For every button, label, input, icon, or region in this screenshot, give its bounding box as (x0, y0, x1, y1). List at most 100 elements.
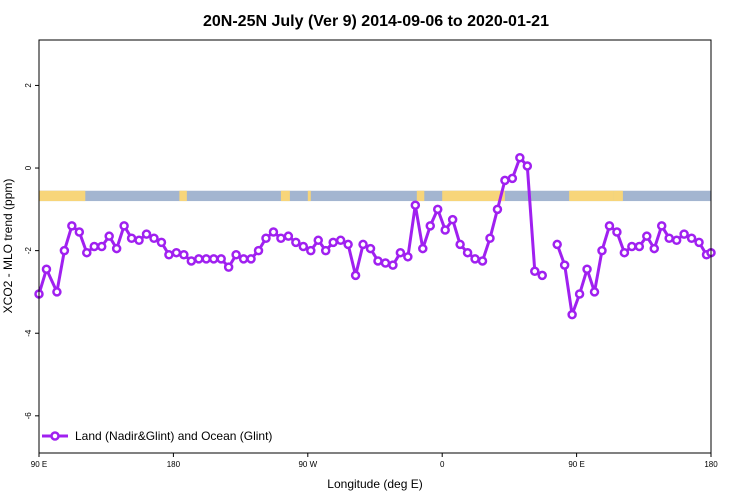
land-band (179, 190, 187, 202)
data-point (298, 241, 309, 252)
data-point (350, 270, 361, 281)
x-tick-label: 90 E (568, 460, 584, 469)
legend-label: Land (Nadir&Glint) and Ocean (Glint) (75, 429, 272, 443)
data-point (530, 266, 540, 277)
data-point (515, 152, 525, 163)
data-point (223, 262, 234, 272)
data-point (41, 264, 52, 274)
data-point (335, 235, 346, 246)
data-point (104, 231, 114, 241)
data-point (313, 235, 324, 246)
data-point (291, 237, 301, 248)
data-point (574, 289, 585, 299)
land-band (307, 190, 311, 202)
data-point (462, 247, 473, 258)
data-point (111, 243, 122, 254)
data-point (686, 233, 697, 243)
data-point (156, 237, 167, 248)
data-point (649, 243, 660, 254)
data-point (567, 309, 577, 320)
data-point (447, 214, 458, 225)
data-point (246, 254, 256, 264)
data-point (149, 233, 159, 243)
land-ocean-strip (39, 190, 711, 202)
y-tick-label: -4 (24, 329, 33, 337)
land-band (280, 190, 290, 202)
data-point (477, 256, 488, 266)
data-point (410, 200, 421, 210)
data-point (186, 256, 197, 266)
data-point (627, 241, 637, 252)
data-point (597, 245, 607, 256)
y-tick-label: 2 (24, 83, 33, 88)
data-point (194, 254, 204, 264)
data-point (365, 243, 376, 254)
data-point (552, 239, 562, 250)
data-point (432, 204, 443, 215)
data-point (537, 270, 548, 281)
data-point (171, 247, 182, 258)
data-point (96, 241, 107, 252)
data-point (343, 239, 353, 250)
data-point (664, 233, 674, 243)
land-band (39, 190, 86, 202)
x-tick-label: 0 (440, 460, 445, 469)
land-band (613, 190, 623, 202)
data-point (470, 254, 480, 264)
data-point (141, 229, 152, 239)
y-tick-label: -2 (24, 247, 33, 255)
data-point (119, 221, 129, 231)
data-point (201, 254, 212, 264)
data-point (694, 237, 704, 248)
data-point (52, 287, 62, 297)
data-point (328, 237, 338, 248)
data-point (656, 221, 667, 231)
land-band (442, 190, 505, 202)
data-point (425, 221, 436, 231)
data-point (74, 227, 85, 237)
x-tick-label: 180 (167, 460, 181, 469)
x-axis: 90 E 180 90 W 0 90 E 180 (31, 453, 718, 469)
data-point (671, 235, 682, 246)
data-point (492, 204, 503, 215)
legend: Land (Nadir&Glint) and Ocean (Glint) (42, 429, 272, 443)
data-point (306, 245, 316, 256)
data-point (283, 231, 294, 241)
data-point (373, 256, 383, 266)
data-point (582, 264, 592, 274)
data-point (126, 233, 137, 243)
data-point (358, 239, 368, 250)
data-point (134, 235, 144, 246)
data-point (253, 245, 264, 256)
data-point (216, 254, 226, 264)
data-point (619, 247, 630, 258)
data-point (612, 227, 622, 237)
data-point (268, 227, 279, 237)
data-point (440, 225, 450, 235)
series-layer (34, 152, 716, 320)
data-point (418, 243, 428, 254)
data-point (604, 221, 615, 231)
data-point (500, 175, 510, 186)
data-point (276, 233, 286, 243)
data-point (208, 254, 219, 264)
data-point (485, 233, 495, 243)
data-point (238, 254, 249, 264)
data-point (380, 258, 391, 268)
data-point (67, 221, 77, 231)
x-tick-label: 90 E (31, 460, 47, 469)
series-line (37, 156, 544, 295)
data-point (179, 250, 189, 260)
data-point (388, 260, 398, 270)
data-point (89, 241, 100, 252)
ocean-band (39, 190, 711, 202)
data-point (589, 287, 600, 297)
x-tick-label: 180 (704, 460, 718, 469)
data-point (634, 241, 645, 252)
data-point (320, 245, 331, 256)
data-point (559, 260, 570, 270)
data-point (507, 173, 518, 184)
y-axis-label: XCO2 - MLO trend (ppm) (1, 179, 15, 314)
data-point (231, 250, 241, 260)
y-axis: 2 0 -2 -4 -6 (24, 83, 39, 419)
